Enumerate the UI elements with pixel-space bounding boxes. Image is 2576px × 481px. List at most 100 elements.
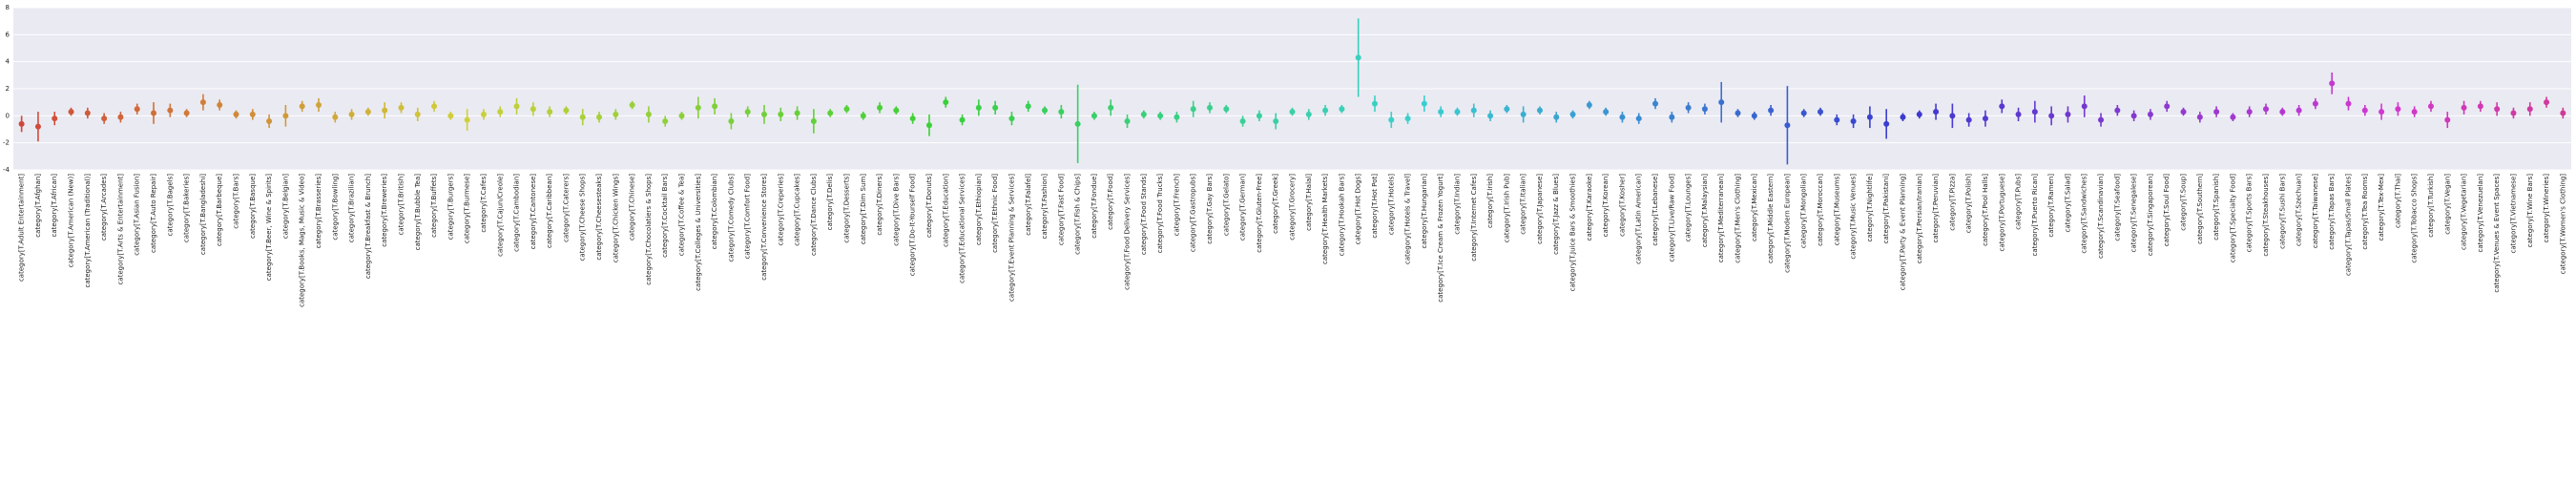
point (2395, 106, 2401, 113)
point (1322, 107, 1329, 114)
x-tick-label: category[T.Arts & Entertainment] (116, 174, 124, 285)
x-tick-label: category[T.Tapas/Small Plates] (2344, 174, 2352, 276)
x-tick-label: category[T.Venues & Event Spaces] (2493, 174, 2501, 293)
point (199, 99, 206, 106)
point (629, 102, 635, 108)
point (2296, 107, 2302, 114)
point (1025, 103, 1031, 110)
x-tick-label: category[T.Food Stands] (1140, 174, 1148, 255)
point (1800, 110, 1807, 116)
x-tick-label: category[T.Live/Raw Food] (1668, 174, 1675, 262)
x-tick-label: category[T.Asian Fusion] (134, 174, 141, 256)
point (233, 111, 239, 117)
point (84, 110, 91, 116)
x-tick-label: category[T.Hotels] (1387, 174, 1395, 236)
point (151, 110, 157, 116)
point (530, 106, 536, 113)
x-tick-label: category[T.Educational Services] (959, 174, 966, 283)
x-tick-label: category[T.Pizza] (1948, 174, 1956, 231)
y-tick-label: 0 (6, 112, 10, 119)
x-tick-label: category[T.Portuguese] (1998, 174, 2005, 252)
point (1157, 113, 1164, 119)
x-tick-label: category[T.Vegan] (2443, 174, 2451, 235)
point (1256, 113, 1262, 119)
point (414, 111, 421, 117)
point (2114, 107, 2121, 114)
point (2544, 99, 2550, 106)
point (1784, 122, 1791, 129)
x-tick-label: category[T.Irish] (1486, 174, 1494, 228)
x-tick-label: category[T.Fashion] (1041, 174, 1049, 240)
point (1438, 109, 1444, 115)
x-tick-label: category[T.Hot Pot] (1371, 174, 1379, 239)
point (1074, 120, 1081, 127)
x-tick-label: category[T.Venezuelan] (2477, 174, 2484, 253)
point (728, 118, 735, 124)
x-tick-label: category[T.Buffets] (430, 174, 438, 238)
x-tick-label: category[T.Pakistani] (1882, 174, 1890, 244)
point (464, 116, 470, 123)
point (332, 114, 339, 120)
point (167, 107, 174, 114)
point (2081, 103, 2088, 110)
x-tick-label: category[T.Hot Dogs] (1355, 174, 1362, 245)
point (1999, 103, 2005, 110)
x-tick-label: category[T.Tex-Mex] (2378, 174, 2385, 241)
point (2065, 111, 2071, 117)
x-tick-label: category[T.Taiwanese] (2312, 174, 2319, 248)
point (217, 102, 223, 108)
x-tick-label: category[T.Polish] (1965, 174, 1973, 234)
x-tick-label: category[T.Brasseries] (315, 174, 322, 249)
x-tick-label: category[T.Ramen] (2047, 174, 2055, 238)
x-tick-label: category[T.Lebanese] (1652, 174, 1659, 246)
point (1949, 113, 1956, 119)
x-tick-label: category[T.Bars] (233, 174, 240, 229)
y-tick-label: 4 (6, 58, 10, 66)
x-tick-label: category[T.Cheesesteaks] (595, 174, 603, 261)
point (1635, 115, 1642, 122)
point (810, 118, 817, 124)
point (2263, 106, 2270, 113)
x-tick-label: category[T.Chicken Wings] (612, 174, 619, 262)
x-tick-label: category[T.Soul Food] (2163, 174, 2171, 246)
x-tick-label: category[T.Beer, Wine & Spirits] (265, 174, 273, 281)
point (183, 110, 190, 116)
point (877, 104, 883, 111)
x-tick-label: category[T.Spanish] (2212, 174, 2220, 240)
point (1866, 114, 1873, 120)
point (1239, 118, 1246, 124)
x-tick-label: category[T.African] (51, 174, 58, 238)
x-tick-label: category[T.Dim Sum] (860, 174, 867, 244)
point (778, 111, 784, 117)
point (975, 104, 982, 111)
point (2180, 109, 2187, 115)
point (1058, 109, 1065, 115)
point (2230, 114, 2236, 120)
x-tick-label: category[T.Cheese Shops] (579, 174, 587, 261)
point (2461, 104, 2467, 111)
x-tick-label: category[T.Tea Rooms] (2361, 174, 2369, 250)
point (2411, 109, 2418, 115)
x-tick-label: category[T.Mongolian] (1800, 174, 1808, 248)
x-tick-label: category[T.Southern] (2196, 174, 2204, 244)
x-tick-label: category[T.Indian] (1453, 174, 1461, 235)
x-tick-label: category[T.Moroccan] (1817, 174, 1824, 246)
x-tick-label: category[T.Tapas Bars] (2328, 174, 2336, 250)
point (925, 122, 932, 129)
point (101, 115, 108, 122)
point (1586, 102, 1592, 108)
point (2015, 111, 2022, 117)
x-tick-label: category[T.Vegetarian] (2461, 174, 2468, 250)
point (398, 104, 405, 111)
x-tick-label: category[T.Japanese] (1536, 174, 1544, 244)
point (431, 103, 438, 110)
point (2477, 103, 2483, 110)
point (2279, 109, 2286, 115)
y-tick-label: 8 (6, 4, 10, 11)
point (134, 106, 140, 113)
point (2031, 109, 2038, 115)
point (1289, 109, 1296, 115)
point (1751, 113, 1757, 119)
x-tick-label: category[T.Dive Bars] (892, 174, 900, 246)
